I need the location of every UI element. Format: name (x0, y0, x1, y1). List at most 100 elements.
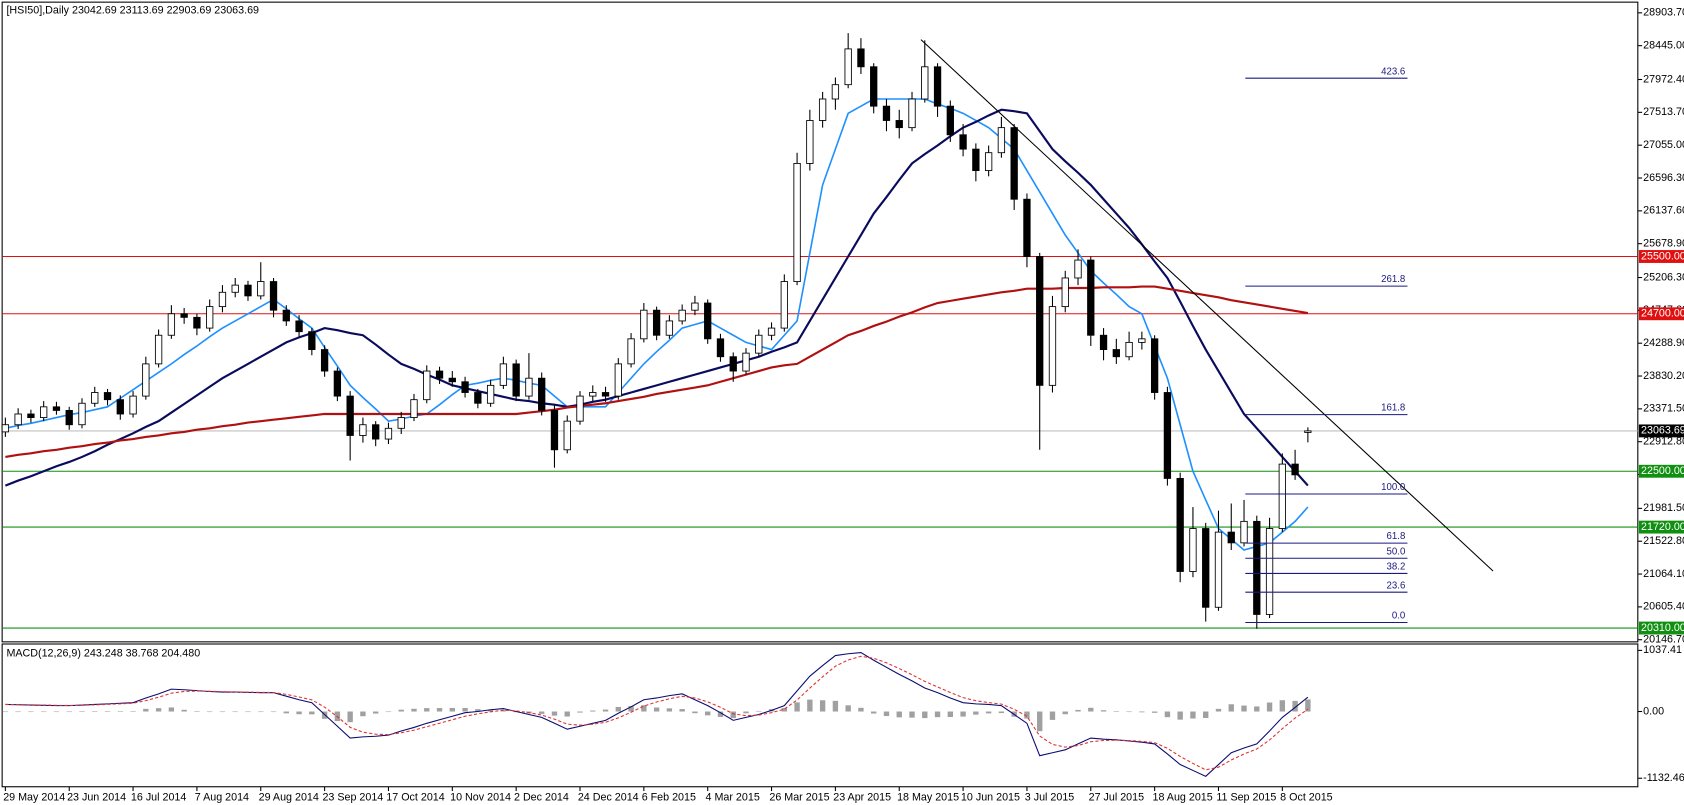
candle-body (997, 127, 1006, 154)
histogram-bar (1164, 711, 1171, 718)
histogram-bar (807, 699, 813, 712)
candle-body (1227, 531, 1235, 544)
level-label: 22500.00 (1641, 465, 1684, 477)
candle-body (1253, 520, 1261, 615)
x-tick-label: 29 Aug 2014 (259, 791, 319, 803)
candle-body (129, 395, 137, 415)
histogram-bar (475, 709, 481, 712)
y-tick-label: -1132.46 (1643, 772, 1684, 784)
histogram-bar (309, 711, 315, 715)
histogram-bar (819, 700, 826, 712)
histogram-bar (181, 709, 187, 712)
histogram-bar (602, 709, 609, 712)
histogram-bar (79, 711, 85, 712)
histogram-bar (973, 711, 979, 715)
candle-body (1202, 528, 1210, 608)
candle-body (410, 399, 418, 418)
candle-body (1138, 338, 1146, 343)
histogram-bar (92, 711, 98, 712)
candle-body (1265, 528, 1274, 615)
candle-body (14, 413, 22, 426)
candle-body (601, 392, 610, 397)
histogram-bar (871, 711, 877, 714)
histogram-bar (641, 705, 647, 712)
histogram-bar (564, 711, 570, 717)
current-price-box (1638, 424, 1684, 438)
histogram-bar (206, 711, 213, 713)
candle-body (193, 316, 201, 329)
histogram-bar (53, 711, 60, 713)
histogram-bar (373, 711, 379, 714)
candle-body (1010, 127, 1018, 200)
histogram-bar (756, 710, 762, 712)
candle-body (359, 424, 367, 436)
histogram-bar (487, 709, 494, 712)
histogram-bar (436, 708, 443, 712)
chart-title: [HSI50],Daily 23042.69 23113.69 22903.69… (6, 5, 259, 17)
candle-body (65, 409, 73, 426)
candle-body (1150, 338, 1159, 393)
candle-body (257, 281, 265, 297)
histogram-bar (1113, 711, 1120, 712)
candle-body (984, 152, 993, 172)
x-tick-label: 7 Aug 2014 (195, 791, 249, 803)
candle-body (806, 120, 814, 164)
histogram-bar (692, 711, 698, 714)
candle-body (1214, 531, 1223, 608)
candle-body (1291, 463, 1299, 476)
candle-body (333, 370, 342, 397)
fib-label: 38.2 (1387, 562, 1406, 573)
histogram-bar (934, 711, 941, 718)
candle-body (755, 334, 763, 354)
level-box (1638, 621, 1684, 635)
y-tick-label: 21064.10 (1643, 568, 1684, 580)
histogram-bar (1139, 711, 1145, 713)
histogram-bar (143, 708, 149, 712)
histogram-bar (1254, 706, 1260, 712)
histogram-bar (1241, 705, 1247, 712)
candle-body (308, 331, 316, 350)
histogram-bar (1177, 711, 1183, 720)
x-tick-label: 2 Dec 2014 (514, 791, 569, 803)
histogram-bar (500, 709, 507, 712)
candle-body (154, 334, 163, 365)
x-tick-label: 16 Jul 2014 (131, 791, 186, 803)
candle-body (448, 377, 456, 383)
x-tick-label: 18 Aug 2015 (1152, 791, 1212, 803)
candle-body (486, 384, 495, 404)
candle-body (499, 363, 508, 386)
histogram-bar (360, 711, 366, 717)
x-tick-label: 26 Mar 2015 (769, 791, 829, 803)
x-tick-label: 3 Jul 2015 (1025, 791, 1075, 803)
indicator-title: MACD(12,26,9) 243.248 38.768 204.480 (6, 647, 200, 659)
candle-body (780, 281, 788, 329)
histogram-bar (1062, 711, 1068, 715)
histogram-bar (858, 707, 864, 712)
candle-body (1023, 198, 1031, 257)
candle-body (678, 309, 686, 322)
histogram-bar (1190, 711, 1196, 719)
y-tick-label: 27055.00 (1643, 139, 1684, 151)
candle-body (652, 309, 661, 336)
candle-body (1061, 277, 1069, 308)
candle-body (818, 98, 827, 121)
candle-body (921, 66, 929, 100)
histogram-bar (577, 711, 583, 713)
histogram-bar (398, 709, 404, 712)
x-tick-label: 4 Mar 2015 (706, 791, 760, 803)
candle-body (933, 66, 942, 107)
level-box (1638, 250, 1684, 263)
histogram-bar (1075, 709, 1081, 712)
x-tick-label: 6 Feb 2015 (642, 791, 696, 803)
histogram-bar (1279, 700, 1286, 712)
candle-body (27, 413, 35, 418)
candle-body (397, 417, 405, 429)
candle-body (320, 349, 329, 372)
histogram-bar (1151, 711, 1158, 713)
histogram-bar (909, 711, 915, 718)
candle-body (767, 327, 776, 336)
x-tick-label: 8 Oct 2015 (1280, 791, 1332, 803)
fib-label: 161.8 (1381, 403, 1405, 414)
histogram-bar (194, 711, 200, 712)
histogram-bar (1228, 704, 1234, 712)
